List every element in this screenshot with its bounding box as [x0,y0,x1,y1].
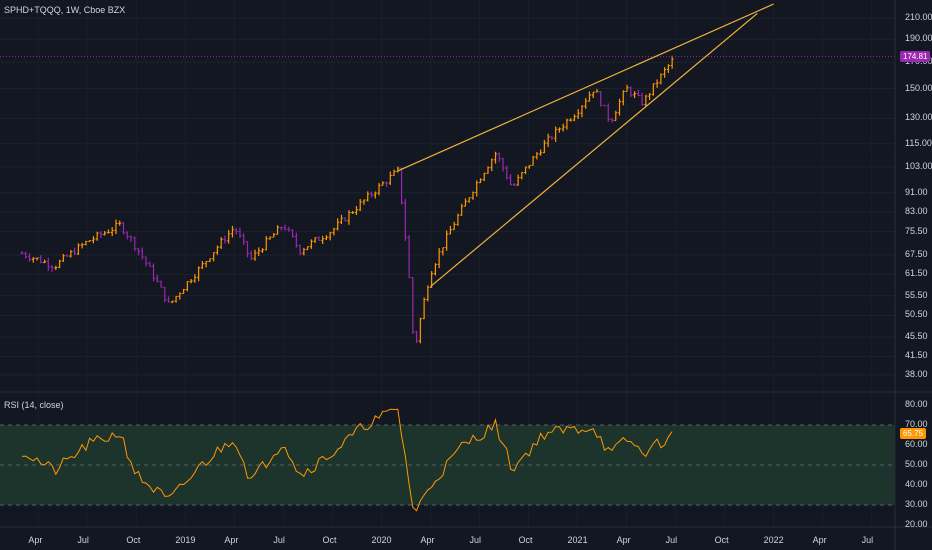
time-tick-label: 2020 [371,535,392,545]
time-tick-label: Oct [126,535,141,545]
price-tick-label: 130.00 [905,112,932,123]
price-tick-label: 150.00 [905,82,932,93]
rsi-tick-label: 30.00 [905,499,928,509]
rsi-series-line [21,408,673,512]
price-tick-label: 45.50 [905,331,928,342]
time-tick-label: Oct [518,535,533,545]
time-tick-label: Apr [28,535,43,545]
time-tick-label: Jul [469,535,482,545]
price-tick-label: 38.00 [905,368,928,379]
price-tick-label: 83.00 [905,205,928,216]
price-tick-label: 50.50 [905,309,928,320]
price-tick-label: 103.00 [905,160,932,171]
time-tick-label: Oct [322,535,337,545]
trendline [397,3,774,172]
last-price-badge: 174.81 [900,50,931,62]
time-tick-label: Oct [714,535,729,545]
price-tick-label: 190.00 [905,33,932,44]
rsi-line [21,408,673,512]
time-tick-label: 2022 [763,535,784,545]
rsi-title[interactable]: RSI (14, close) [4,400,64,410]
price-tick-label: 41.50 [905,350,928,361]
time-tick-label: Jul [665,535,678,545]
rsi-tick-label: 80.00 [905,399,928,409]
trendlines [397,3,774,288]
price-bars [0,55,895,344]
time-tick-label: 2021 [567,535,588,545]
last-rsi-badge: 65.75 [900,427,927,439]
time-tick-label: Jul [273,535,285,545]
price-tick-label: 61.50 [905,268,928,279]
trendline [430,13,758,288]
time-tick-label: Apr [224,535,239,545]
time-tick-label: Jul [861,535,874,545]
rsi-tick-label: 50.00 [905,459,928,469]
price-tick-label: 55.50 [905,289,928,300]
price-tick-label: 115.00 [905,137,932,148]
rsi-band [0,424,895,506]
rsi-tick-label: 70.00 [905,419,928,429]
time-tick-label: 2019 [175,535,196,545]
time-tick-label: Apr [812,535,827,545]
price-tick-label: 67.50 [905,248,928,259]
time-tick-label: Jul [77,535,89,545]
price-tick-label: 210.00 [905,12,932,23]
rsi-tick-label: 40.00 [905,479,928,489]
time-tick-label: Apr [420,535,435,545]
price-tick-label: 75.50 [905,225,928,236]
rsi-tick-label: 60.00 [905,439,928,449]
rsi-tick-label: 20.00 [905,519,928,529]
symbol-title[interactable]: SPHD+TQQQ, 1W, Cboe BZX [4,5,126,15]
price-tick-label: 91.00 [905,186,928,197]
time-tick-label: Apr [616,535,631,545]
